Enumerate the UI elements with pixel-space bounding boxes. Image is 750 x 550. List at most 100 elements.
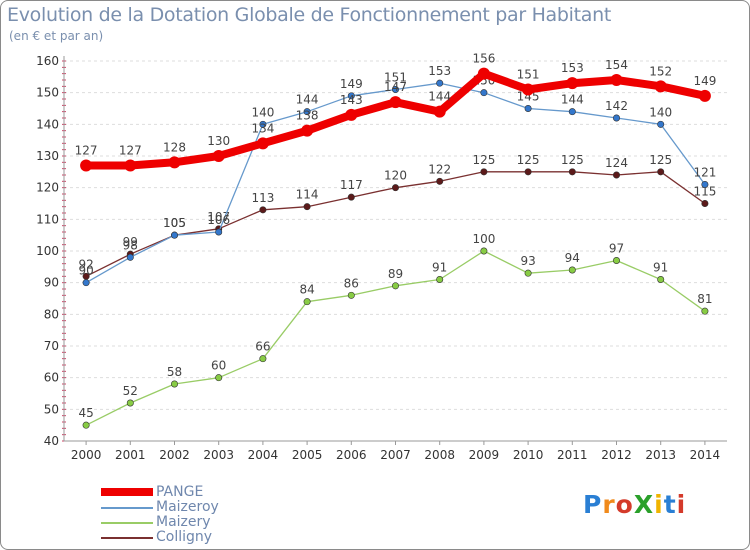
data-label-maizeroy: 153 (428, 64, 451, 78)
data-label-maizery: 58 (167, 365, 182, 379)
data-label-pange: 156 (472, 52, 495, 66)
data-point-pange (256, 137, 269, 150)
data-label-maizeroy: 149 (340, 77, 363, 91)
data-point-maizeroy (524, 105, 532, 113)
data-label-pange: 130 (207, 134, 230, 148)
chart-title: Evolution de la Dotation Globale de Fonc… (7, 4, 612, 26)
legend-label-pange: PANGE (156, 484, 204, 500)
legend-label-maizery: Maizery (156, 514, 211, 530)
chart-subtitle: (en € et par an) (9, 29, 104, 43)
data-label-colligny: 115 (693, 185, 716, 199)
x-tick-label: 2009 (469, 448, 500, 462)
y-tick-label: 80 (44, 307, 59, 321)
data-label-colligny: 120 (384, 169, 407, 183)
data-point-maizery (524, 269, 532, 277)
data-label-maizery: 91 (432, 261, 447, 275)
data-label-maizery: 93 (520, 254, 535, 268)
x-tick-label: 2005 (292, 448, 323, 462)
data-label-pange: 134 (251, 121, 274, 135)
x-tick-label: 2010 (513, 448, 544, 462)
data-point-maizeroy (215, 228, 223, 236)
legend-label-colligny: Colligny (156, 529, 213, 545)
logo-letter: P (583, 490, 603, 519)
data-point-pange (654, 80, 667, 93)
data-label-maizery: 66 (255, 340, 270, 354)
data-point-maizery (480, 247, 488, 255)
x-tick-label: 2003 (203, 448, 234, 462)
y-tick-label: 70 (44, 339, 59, 353)
data-label-pange: 153 (561, 61, 584, 75)
x-tick-label: 2014 (690, 448, 721, 462)
y-tick-label: 110 (36, 212, 59, 226)
data-point-maizeroy (126, 253, 134, 261)
data-label-colligny: 124 (605, 156, 628, 170)
data-point-pange (212, 150, 225, 162)
x-tick-label: 2012 (601, 448, 632, 462)
data-label-colligny: 125 (561, 153, 584, 167)
data-label-maizeroy: 142 (605, 99, 628, 113)
data-label-pange: 154 (605, 58, 628, 72)
data-label-maizery: 84 (299, 283, 314, 297)
data-label-maizeroy: 144 (296, 93, 319, 107)
data-point-pange (522, 83, 535, 96)
data-point-colligny (657, 168, 665, 176)
logo-letter: X (633, 490, 655, 519)
data-label-colligny: 125 (472, 153, 495, 167)
data-label-pange: 127 (75, 144, 98, 158)
data-label-colligny: 99 (123, 235, 138, 249)
data-point-maizeroy (171, 231, 179, 239)
data-label-maizeroy: 90 (78, 264, 93, 278)
y-tick-label: 100 (36, 244, 59, 258)
data-label-pange: 138 (296, 109, 319, 123)
y-tick-label: 40 (44, 434, 59, 448)
data-label-maizery: 81 (697, 292, 712, 306)
data-label-maizery: 94 (565, 251, 580, 265)
logo-letter: t (663, 490, 677, 519)
data-point-maizeroy (303, 108, 311, 116)
x-tick-label: 2011 (557, 448, 588, 462)
data-label-pange: 128 (163, 140, 186, 154)
data-label-pange: 152 (649, 64, 672, 78)
data-point-maizeroy (82, 279, 90, 287)
data-point-pange (301, 124, 314, 137)
x-tick-label: 2006 (336, 448, 367, 462)
y-tick-label: 160 (36, 54, 59, 68)
x-tick-label: 2002 (159, 448, 190, 462)
data-label-maizeroy: 105 (163, 216, 186, 230)
data-point-maizery (347, 291, 355, 299)
data-label-pange: 151 (517, 68, 540, 82)
data-label-colligny: 122 (428, 162, 451, 176)
data-label-maizeroy: 144 (561, 93, 584, 107)
data-label-maizery: 97 (609, 242, 624, 256)
data-label-pange: 147 (384, 80, 407, 94)
data-label-maizeroy: 151 (384, 71, 407, 85)
data-label-pange: 143 (340, 93, 363, 107)
data-point-pange (345, 108, 358, 121)
y-tick-label: 130 (36, 149, 59, 163)
data-point-maizeroy (657, 120, 665, 128)
data-point-maizeroy (612, 114, 620, 122)
data-point-pange (566, 77, 579, 90)
data-label-maizery: 52 (123, 384, 138, 398)
x-tick-label: 2000 (71, 448, 102, 462)
data-point-maizery (612, 256, 620, 264)
data-point-maizery (657, 275, 665, 283)
logo-letter: r (602, 490, 616, 519)
data-point-pange (124, 159, 137, 172)
data-point-colligny (391, 184, 399, 192)
data-label-colligny: 92 (78, 257, 93, 271)
data-point-maizery (215, 374, 223, 382)
data-point-maizery (568, 266, 576, 274)
data-label-pange: 144 (428, 90, 451, 104)
data-point-maizeroy (568, 108, 576, 116)
data-label-maizeroy: 145 (517, 90, 540, 104)
x-tick-label: 2001 (115, 448, 146, 462)
data-point-colligny (303, 203, 311, 211)
legend-swatch-pange (101, 488, 153, 496)
data-label-colligny: 117 (340, 178, 363, 192)
y-tick-label: 60 (44, 371, 59, 385)
data-point-maizeroy (701, 181, 709, 189)
data-point-colligny (524, 168, 532, 176)
